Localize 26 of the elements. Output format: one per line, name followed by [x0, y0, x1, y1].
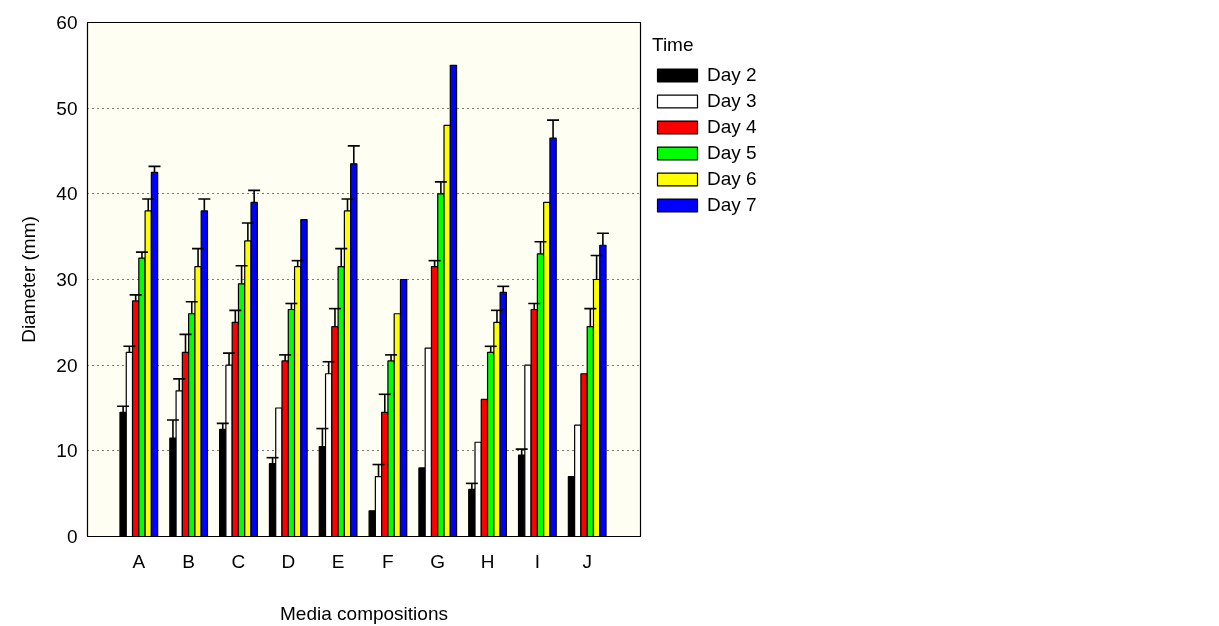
- y-tick-label: 10: [56, 440, 78, 462]
- legend-label: Day 5: [707, 142, 757, 164]
- legend-label: Day 6: [707, 168, 757, 190]
- legend-label: Day 7: [707, 194, 757, 216]
- x-tick-label: C: [231, 550, 246, 572]
- x-tick-label: B: [182, 550, 195, 572]
- legend-label: Day 3: [707, 90, 757, 112]
- y-tick-label: 30: [56, 269, 78, 290]
- y-tick-label: 40: [56, 183, 78, 205]
- x-tick-label: A: [132, 550, 146, 572]
- y-tick-label: 60: [56, 12, 78, 33]
- y-tick-label: 0: [66, 526, 78, 547]
- x-tick-label: E: [331, 550, 345, 572]
- x-tick-label: D: [281, 550, 296, 572]
- legend-label: Day 4: [707, 116, 757, 138]
- x-tick-label: F: [382, 550, 394, 572]
- legend-title: Time: [652, 34, 695, 56]
- x-tick-label: G: [430, 550, 446, 572]
- y-tick-label: 20: [56, 354, 78, 376]
- y-axis-title: Diameter (mm): [18, 216, 40, 343]
- x-tick-label: I: [534, 550, 541, 572]
- x-axis-title: Media compositions: [280, 602, 448, 624]
- x-tick-label: J: [582, 550, 592, 572]
- y-tick-label: 50: [56, 97, 78, 119]
- legend-label: Day 2: [707, 64, 757, 86]
- x-tick-label: H: [480, 550, 495, 572]
